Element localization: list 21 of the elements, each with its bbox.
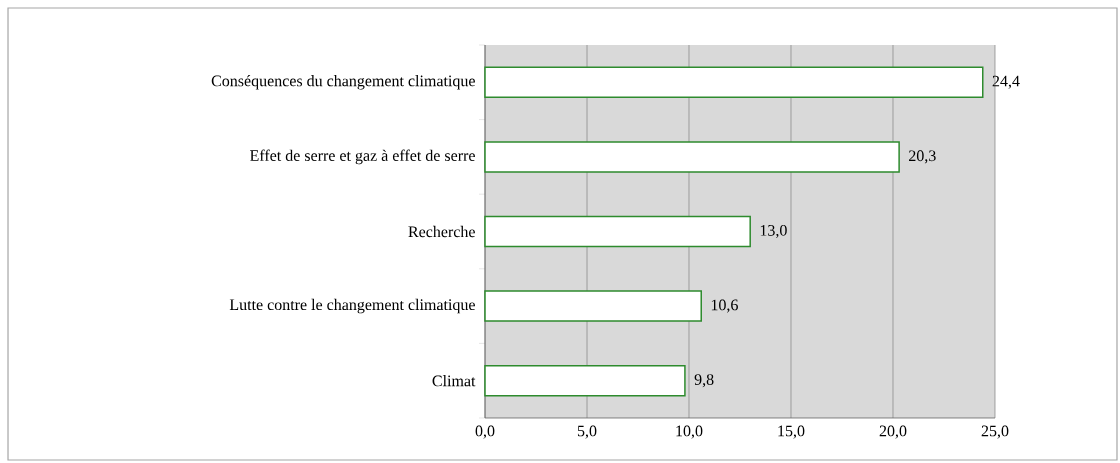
- bar: [484, 364, 686, 397]
- y-tick-label: Conséquences du changement climatique: [211, 75, 475, 90]
- y-tick-label: Effet de serre et gaz à effet de serre: [250, 149, 475, 165]
- data-label: 24,4: [992, 75, 1020, 89]
- data-label: 10,6: [711, 299, 738, 313]
- x-tick-label: 15,0: [778, 425, 805, 439]
- x-tick-label: 0,0: [475, 425, 495, 439]
- bar: [484, 215, 751, 248]
- bar: [484, 141, 900, 173]
- bar: [484, 290, 702, 322]
- bar: [484, 66, 984, 99]
- x-tick-label: 25,0: [981, 425, 1009, 439]
- y-tick-label: Climat: [432, 375, 476, 387]
- x-tick-label: 5,0: [577, 425, 597, 439]
- data-label: 13,0: [760, 224, 787, 239]
- data-label: 9,8: [694, 374, 714, 388]
- y-tick-label: Lutte contre le changement climatique: [229, 298, 475, 314]
- x-tick-label: 10,0: [676, 425, 703, 439]
- y-tick-label: Recherche: [408, 225, 475, 238]
- data-label: 20,3: [909, 150, 936, 164]
- x-tick-label: 20,0: [879, 425, 907, 439]
